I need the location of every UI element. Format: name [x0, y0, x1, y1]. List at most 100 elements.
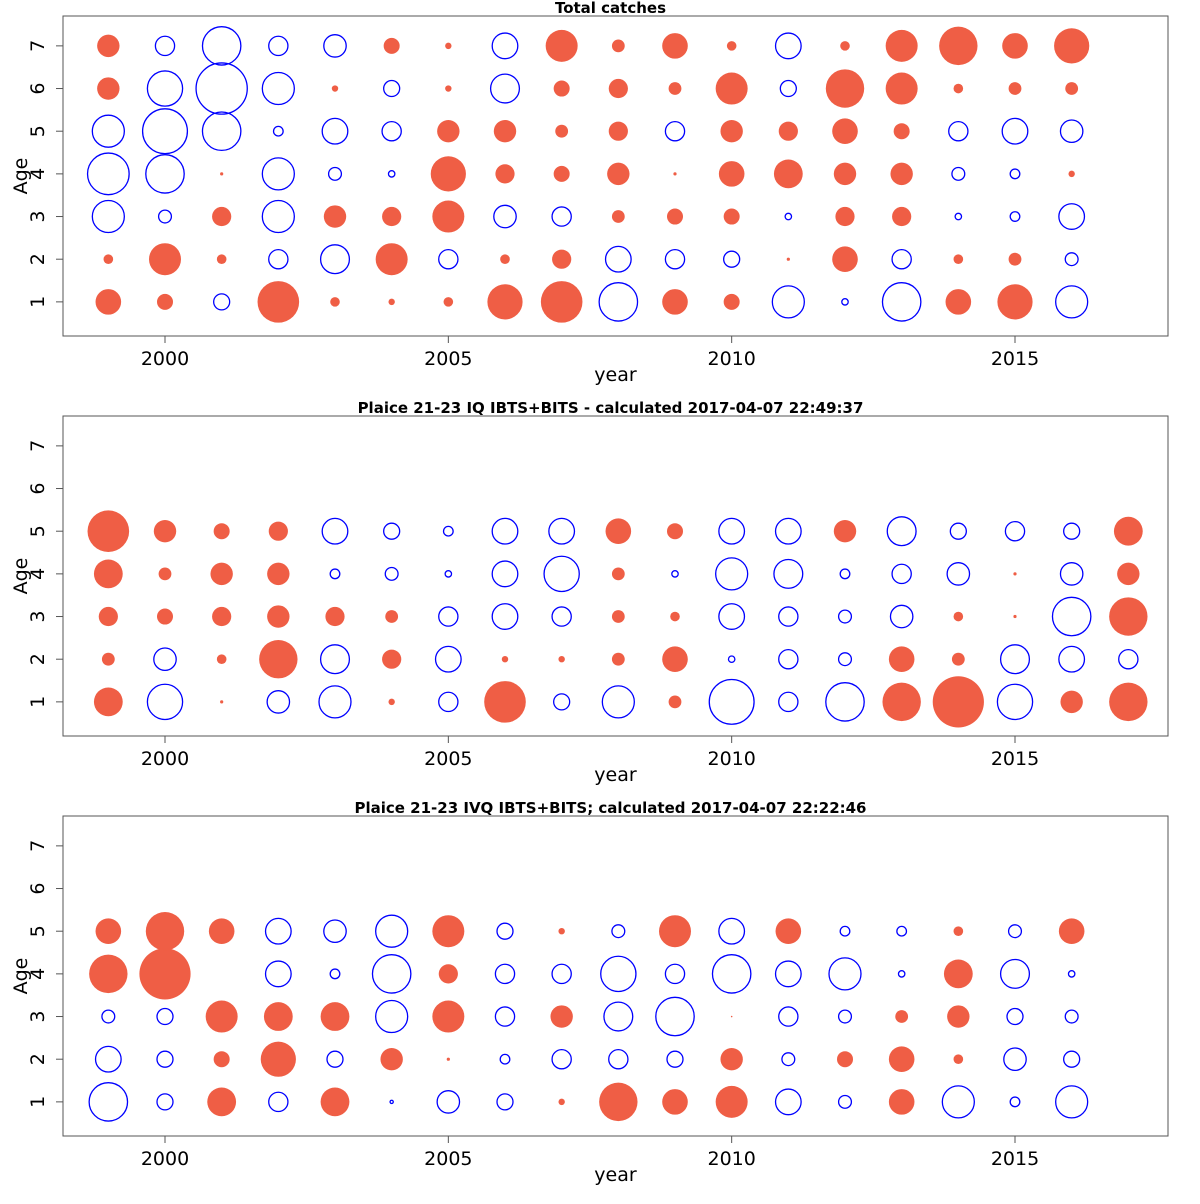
bubble-point: [329, 568, 341, 580]
bubble-point: [773, 558, 804, 589]
bubble-point: [146, 683, 184, 721]
bubble-point: [1109, 597, 1148, 636]
bubble-point: [608, 121, 628, 141]
bubble-point: [95, 289, 122, 315]
bubble-point: [216, 654, 227, 664]
bubble-point: [953, 926, 964, 936]
bubble-point: [156, 1050, 174, 1068]
bubble-point: [157, 608, 173, 625]
bubble-point: [774, 960, 802, 988]
bubble-point: [213, 1051, 230, 1068]
chart-title: Total catches: [555, 0, 666, 17]
bubble-point: [951, 652, 965, 666]
bubble-point: [953, 254, 964, 264]
y-tick-label: 7: [27, 840, 49, 852]
y-tick-label: 5: [27, 525, 49, 537]
bubble-point: [1058, 645, 1086, 673]
bubble-point: [723, 208, 740, 225]
y-tick-label: 5: [27, 125, 49, 137]
bubble-point: [932, 676, 984, 728]
x-tick-label: 2015: [991, 748, 1039, 770]
x-tick-label: 2000: [141, 348, 189, 370]
bubble-point: [550, 1005, 573, 1028]
bubble-point: [715, 557, 749, 591]
bubble-point: [551, 606, 572, 627]
bubble-point: [540, 281, 583, 323]
bubble-point: [320, 1002, 350, 1031]
bubble-point: [493, 120, 517, 143]
bubble-point: [611, 39, 625, 53]
bubble-point: [671, 570, 679, 578]
bubble-point: [551, 963, 572, 985]
y-axis-label: Age: [10, 558, 32, 595]
bubble-point: [489, 73, 521, 104]
bubble-point: [438, 964, 458, 984]
bubble-point: [91, 114, 125, 148]
bubble-point: [896, 925, 908, 937]
bubble-point: [385, 610, 399, 623]
bubble-point: [1009, 168, 1021, 180]
bubble-point: [662, 33, 688, 59]
bubble-point: [146, 70, 184, 107]
bubble-point: [840, 41, 850, 51]
bubble-point: [323, 205, 347, 228]
bubble-point: [1003, 1047, 1027, 1072]
bubble-point: [213, 523, 230, 540]
x-tick-label: 2010: [707, 1148, 755, 1170]
bubble-point: [89, 954, 128, 994]
bubble-point: [948, 120, 969, 142]
bubble-point: [558, 656, 565, 663]
bubble-point: [774, 32, 802, 60]
bubble-point: [667, 208, 683, 225]
bubble-point: [93, 687, 123, 717]
bubble-point: [891, 563, 912, 585]
bubble-point: [558, 928, 565, 935]
bubble-point: [1067, 970, 1076, 978]
x-tick-label: 2005: [424, 748, 472, 770]
bubble-point: [156, 1007, 174, 1026]
bubble-point: [500, 254, 510, 264]
bubble-point: [895, 1010, 909, 1023]
plot-frame: [62, 415, 1169, 737]
bubble-point: [659, 915, 691, 948]
bubble-point: [1064, 252, 1079, 267]
bubble-point: [491, 32, 519, 60]
bubble-point: [496, 1093, 514, 1111]
bubble-point: [997, 284, 1033, 320]
bubble-point: [946, 562, 971, 586]
bubble-point: [553, 165, 570, 182]
bubble-point: [668, 82, 682, 95]
bubble-point: [1065, 82, 1079, 95]
y-axis-label: Age: [10, 958, 32, 995]
y-tick-label: 1: [27, 1096, 49, 1108]
bubble-point: [501, 656, 509, 663]
bubble-point: [1118, 648, 1139, 670]
bubble-point: [1006, 1007, 1024, 1026]
bubble-point: [882, 682, 921, 722]
bubble-point: [778, 121, 798, 141]
bubble-point: [443, 297, 454, 307]
bubble-point: [264, 960, 292, 988]
bubble-point: [778, 648, 799, 670]
chart-title: Plaice 21-23 IVQ IBTS+BITS; calculated 2…: [354, 799, 866, 817]
bubble-point: [833, 162, 857, 186]
bubble-point: [996, 683, 1034, 721]
bubble-point: [156, 1093, 174, 1111]
bubble-point: [833, 520, 857, 543]
bubble-point: [91, 199, 125, 234]
bubble-point: [145, 912, 185, 951]
bubble-point: [375, 999, 409, 1034]
chart-title: Plaice 21-23 IQ IBTS+BITS - calculated 2…: [358, 399, 864, 417]
bubbles: [87, 510, 1148, 728]
bubble-point: [330, 297, 340, 307]
bubble-point: [655, 996, 695, 1037]
bubble-point: [383, 37, 400, 54]
bubble-point: [1059, 119, 1084, 144]
bubble-point: [837, 1051, 853, 1068]
bubble-point: [375, 914, 409, 948]
bubble-point: [837, 1094, 853, 1109]
bubble-point: [888, 646, 915, 672]
bubble-point: [101, 652, 115, 666]
